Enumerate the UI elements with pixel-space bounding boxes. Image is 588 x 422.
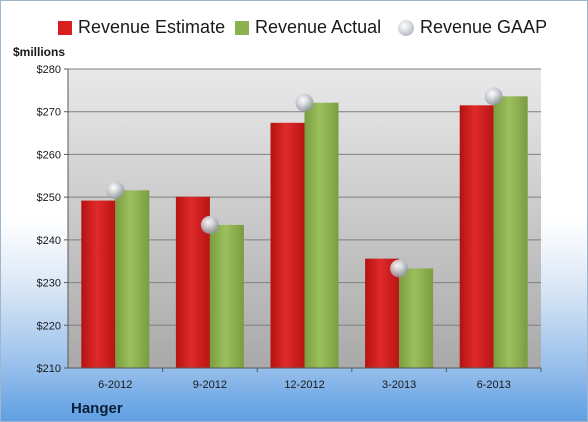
x-tick-label: 3-2013 [382, 379, 416, 391]
bar-revenue-actual [493, 96, 528, 368]
y-axis-unit-label: $millions [13, 45, 66, 59]
x-tick-label: 9-2012 [193, 379, 227, 391]
x-tick-label: 6-2013 [477, 379, 511, 391]
x-tick-label: 6-2012 [98, 379, 132, 391]
y-tick-label: $250 [37, 192, 61, 204]
x-tick-label: 12-2012 [284, 379, 324, 391]
marker-revenue-gaap [106, 181, 125, 200]
legend-item-revenue-gaap: Revenue GAAP [398, 17, 547, 38]
legend-label-gaap: Revenue GAAP [420, 17, 548, 37]
legend-swatch-actual [235, 20, 249, 35]
legend-label-actual: Revenue Actual [255, 17, 382, 37]
y-tick-label: $240 [37, 235, 61, 247]
y-tick-label: $210 [37, 363, 61, 375]
company-label: Hanger [71, 400, 123, 417]
legend-item-revenue-estimate: Revenue Estimate [58, 17, 225, 38]
bar-revenue-actual [399, 268, 434, 368]
y-tick-label: $230 [37, 278, 61, 290]
legend-label-estimate: Revenue Estimate [78, 17, 226, 37]
legend: Revenue Estimate Revenue Actual Revenue … [1, 17, 587, 43]
legend-marker-gaap [398, 19, 414, 36]
marker-revenue-gaap [390, 259, 409, 278]
legend-item-revenue-actual: Revenue Actual [235, 17, 381, 38]
bar-revenue-estimate [270, 122, 305, 368]
bar-revenue-actual [209, 224, 244, 368]
y-tick-label: $270 [37, 107, 61, 119]
y-tick-label: $280 [37, 64, 61, 76]
bar-revenue-actual [115, 190, 150, 368]
bar-revenue-estimate [365, 258, 400, 368]
bar-revenue-estimate [81, 200, 116, 368]
y-tick-label: $260 [37, 149, 61, 161]
y-tick-label: $220 [37, 320, 61, 332]
legend-swatch-estimate [58, 20, 72, 35]
marker-revenue-gaap [484, 87, 503, 106]
bar-revenue-estimate [459, 105, 494, 369]
marker-revenue-gaap [295, 93, 314, 112]
bar-revenue-actual [304, 102, 339, 368]
marker-revenue-gaap [200, 215, 219, 234]
